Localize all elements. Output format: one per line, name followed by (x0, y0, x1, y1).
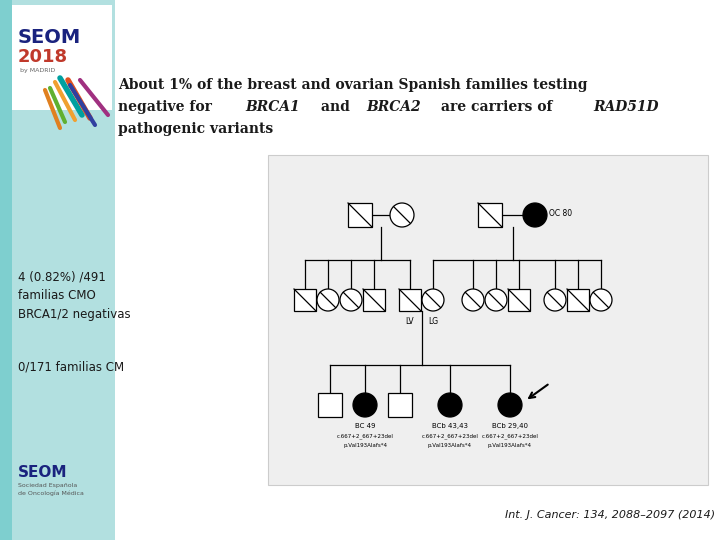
Circle shape (438, 393, 462, 417)
Bar (0, 0, 12, 540)
Circle shape (390, 203, 414, 227)
Circle shape (462, 289, 484, 311)
Text: SEOM: SEOM (18, 465, 68, 480)
Circle shape (340, 289, 362, 311)
Text: BC 49: BC 49 (355, 423, 375, 429)
Text: and: and (316, 100, 355, 114)
Text: c.667+2_667+23del: c.667+2_667+23del (422, 433, 478, 438)
Bar (388, 393, 412, 417)
Text: by MADRID: by MADRID (20, 68, 55, 73)
Bar (363, 289, 385, 311)
Text: LG: LG (428, 317, 438, 326)
Bar (508, 289, 530, 311)
Circle shape (485, 289, 507, 311)
Text: p.Val193Alafs*4: p.Val193Alafs*4 (428, 443, 472, 448)
Text: BCb 29,40: BCb 29,40 (492, 423, 528, 429)
Text: OC 80: OC 80 (549, 208, 572, 218)
Bar (567, 289, 589, 311)
Circle shape (422, 289, 444, 311)
Text: LV: LV (405, 317, 414, 326)
Text: Int. J. Cancer: 134, 2088–2097 (2014): Int. J. Cancer: 134, 2088–2097 (2014) (505, 510, 715, 520)
Bar (348, 203, 372, 227)
Text: 4 (0.82%) /491
familias CMO
BRCA1/2 negativas: 4 (0.82%) /491 familias CMO BRCA1/2 nega… (18, 270, 130, 321)
Circle shape (590, 289, 612, 311)
Text: p.Val193Alafs*4: p.Val193Alafs*4 (343, 443, 387, 448)
Circle shape (317, 289, 339, 311)
Text: c.667+2_667+23del: c.667+2_667+23del (482, 433, 539, 438)
Text: About 1% of the breast and ovarian Spanish families testing: About 1% of the breast and ovarian Spani… (118, 78, 588, 92)
Bar (318, 393, 342, 417)
Bar (399, 289, 421, 311)
Circle shape (353, 393, 377, 417)
Text: negative for: negative for (118, 100, 217, 114)
Circle shape (498, 393, 522, 417)
Text: BCb 43,43: BCb 43,43 (432, 423, 468, 429)
Text: BRCA2: BRCA2 (366, 100, 420, 114)
Text: 0/171 familias CM: 0/171 familias CM (18, 360, 124, 373)
Circle shape (544, 289, 566, 311)
Bar (294, 289, 316, 311)
Circle shape (523, 203, 547, 227)
Bar (478, 203, 502, 227)
Text: RAD51D: RAD51D (593, 100, 659, 114)
Text: 2018: 2018 (18, 48, 68, 66)
Text: are carriers of: are carriers of (436, 100, 558, 114)
Bar (268, 155, 708, 485)
Text: Sociedad Española
de Oncología Médica: Sociedad Española de Oncología Médica (18, 483, 84, 496)
Bar (0, 0, 115, 540)
Bar (12, 5, 112, 110)
Text: pathogenic variants: pathogenic variants (118, 122, 274, 136)
Text: BRCA1: BRCA1 (246, 100, 300, 114)
Text: c.667+2_667+23del: c.667+2_667+23del (336, 433, 393, 438)
Text: SEOM: SEOM (18, 28, 81, 47)
Text: p.Val193Alafs*4: p.Val193Alafs*4 (488, 443, 532, 448)
